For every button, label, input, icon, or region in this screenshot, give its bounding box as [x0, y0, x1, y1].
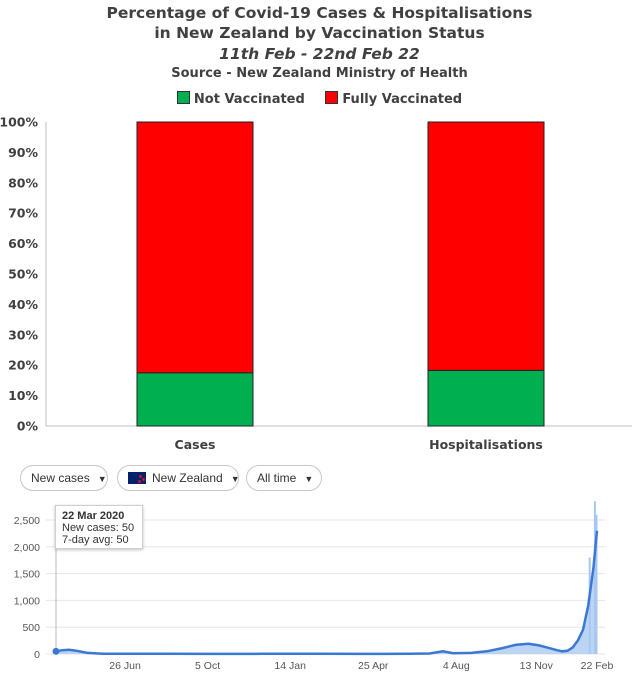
legend-item-not-vaccinated: Not Vaccinated	[176, 91, 305, 107]
chart-source: Source - New Zealand Ministry of Health	[171, 66, 468, 81]
x-tick-label: 4 Aug	[443, 660, 470, 672]
y-tick-label: 0%	[17, 419, 39, 434]
y-tick-label: 500	[22, 622, 40, 634]
y-tick-label: 1,000	[14, 595, 40, 607]
bar-cases-fully-vaccinated	[136, 121, 254, 374]
y-tick-label: 0	[34, 649, 40, 661]
country-dropdown[interactable]: New Zealand ▼	[117, 465, 240, 491]
chevron-down-icon: ▼	[304, 474, 314, 484]
chevron-down-icon: ▼	[230, 474, 240, 484]
range-dropdown[interactable]: All time ▼	[246, 465, 322, 491]
bar-cases-not-vaccinated	[136, 372, 254, 427]
y-tick-label: 20%	[8, 358, 38, 373]
y-tick-label: 30%	[8, 327, 38, 342]
y-tick-label: 70%	[8, 206, 38, 221]
y-tick-label: 80%	[8, 175, 38, 190]
y-tick-label: 60%	[8, 236, 38, 251]
chevron-down-icon: ▼	[97, 474, 107, 484]
metric-dropdown-label: New cases	[31, 471, 90, 485]
legend-label-fully-vaccinated: Fully Vaccinated	[342, 92, 463, 107]
new-cases-area	[56, 530, 597, 654]
x-tick-label: 14 Jan	[274, 660, 306, 672]
legend-label-not-vaccinated: Not Vaccinated	[193, 92, 305, 107]
tooltip-new-cases: New cases: 50	[62, 522, 135, 534]
legend: Not Vaccinated Fully Vaccinated	[0, 91, 639, 107]
x-tick-label: 25 Apr	[358, 660, 389, 672]
nz-flag-icon	[128, 472, 146, 484]
bar-hospitalisations-fully-vaccinated	[427, 121, 545, 371]
hover-point	[52, 647, 60, 655]
y-tick-label: 1,500	[14, 569, 40, 581]
y-tick-label: 90%	[8, 145, 38, 160]
x-tick-label: 5 Oct	[195, 660, 220, 672]
chart-title-line2: in New Zealand by Vaccination Status	[154, 24, 485, 42]
range-dropdown-label: All time	[257, 471, 297, 485]
seven-day-avg-line	[55, 530, 599, 656]
chart-tooltip: 22 Mar 2020 New cases: 50 7-day avg: 50	[55, 505, 143, 549]
x-tick-label: 22 Feb	[581, 660, 614, 672]
x-tick-label: 26 Jun	[109, 660, 141, 672]
y-tick-label: 10%	[8, 388, 38, 403]
legend-swatch-fully-vaccinated	[325, 91, 339, 104]
stacked-bar-chart: 0% 10% 20% 30% 40% 50% 60% 70% 80% 90% 100% Cases Ho…	[0, 115, 632, 452]
country-dropdown-label: New Zealand	[152, 471, 223, 485]
tooltip-date: 22 Mar 2020	[62, 510, 125, 522]
x-tick-label: 13 Nov	[520, 660, 554, 672]
y-tick-label: 2,500	[14, 515, 40, 527]
tooltip-avg: 7-day avg: 50	[62, 534, 129, 546]
legend-item-fully-vaccinated: Fully Vaccinated	[325, 91, 462, 107]
chart-subtitle: 11th Feb - 22nd Feb 22	[219, 45, 420, 63]
x-tick-label: Hospitalisations	[429, 437, 543, 452]
chart-title: Percentage of Covid-19 Cases & Hospitali…	[106, 4, 533, 22]
metric-dropdown[interactable]: New cases ▼	[20, 465, 108, 491]
y-tick-label: 50%	[8, 267, 38, 282]
x-tick-label: Cases	[175, 437, 216, 452]
legend-swatch-not-vaccinated	[176, 91, 190, 104]
y-tick-label: 100%	[0, 115, 38, 130]
y-tick-label: 40%	[8, 297, 38, 312]
y-tick-label: 2,000	[14, 542, 40, 554]
